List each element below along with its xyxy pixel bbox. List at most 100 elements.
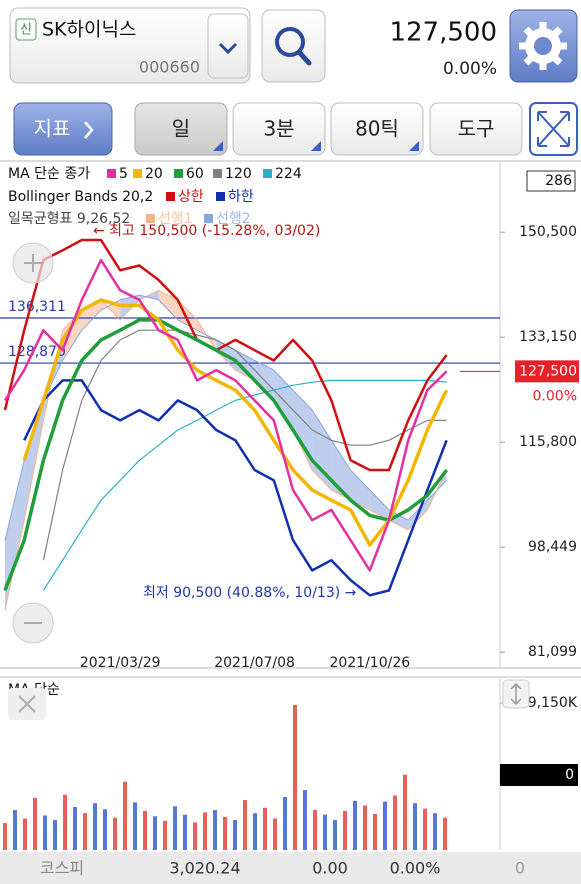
legend-label: 선행1 [158,211,193,227]
series-line [42,329,447,561]
volume-bar [113,817,117,850]
expand-icon [537,111,570,147]
y-tick-label: 115,800 [519,434,577,450]
last-price-label: 127,500 [519,363,577,379]
y-tick-label: 150,500 [519,224,577,240]
legend-swatch [204,214,213,223]
badge: 신 [20,23,32,38]
legend-title: 일목균형표 9,26,52 [8,211,130,227]
volume-bar [343,810,347,850]
ticks-label: 80틱 [355,117,399,141]
volume-bar [273,818,277,850]
y-tick-label: 133,150 [519,329,577,345]
series-line [23,379,448,597]
period-button[interactable] [134,102,228,156]
cloud-segment [5,460,25,611]
search-icon [275,27,305,57]
volume-bar [23,818,27,850]
volume-bar [363,805,367,850]
stock-name: SK하이닉스 [42,19,136,41]
annotation: ← 최고 150,500 (-15.28%, 03/02) [93,223,320,239]
period-corner [213,141,223,151]
x-tick-label: 2021/03/29 [80,655,161,671]
volume-bar [133,802,137,850]
search-icon-handle [296,49,312,66]
volume-bar [203,812,207,850]
last-change-label: 0.00% [533,388,577,404]
legend-label: 상한 [178,189,204,205]
volume-bar [263,807,267,850]
header-price: 127,500 [389,18,497,48]
legend-label: 20 [145,166,163,182]
legend-swatch [174,169,183,178]
count-box [526,170,576,192]
search-button[interactable] [261,9,326,83]
footer-volume: 0 [515,859,525,878]
dropdown-icon [218,42,238,55]
volume-bar [433,813,437,850]
volume-bar [53,820,57,850]
volume-bar [63,794,67,850]
interval-corner [311,141,321,151]
volume-bar [223,816,227,850]
legend-label: 224 [275,166,302,182]
volume-bar [283,797,287,850]
legend-label: 하한 [228,189,254,205]
cloud-segment [81,299,101,331]
ticks-button[interactable] [330,102,424,156]
volume-bar [33,797,37,850]
annotation: 최저 90,500 (40.88%, 10/13) → [143,585,357,601]
price-chart: 81,099 98,449 115,800 133,150 150,500 2021/03… [0,166,579,671]
volume-bar [93,803,97,850]
legend-swatch [263,169,272,178]
volume-bar [353,800,357,850]
zoom-in-icon [24,254,42,272]
volume-bar [313,810,317,850]
footer-rate: 0.00% [390,859,441,878]
volume-bar [83,813,87,850]
header-change: 0.00% [443,59,497,79]
volume-bar [73,807,77,850]
current-volume-label: 0 [565,767,574,783]
legend-swatch [133,169,142,178]
legend-swatch [216,192,225,201]
legend-label: 선행2 [216,211,251,227]
stock-box[interactable] [9,7,251,84]
volume-bar [303,790,307,850]
interval-button[interactable] [232,102,326,156]
footer-bar [0,852,581,884]
volume-bar [243,800,247,850]
volume-bar [333,820,337,850]
y-tick-label: 81,099 [528,644,577,660]
legend-label: 60 [186,166,204,182]
legend-swatch [107,169,116,178]
ticks-corner [409,141,419,151]
volume-bar [403,774,407,850]
legend-label: 5 [119,166,128,182]
dropdown-button[interactable] [207,13,249,79]
stock-code: 000660 [139,58,200,77]
cloud-segment [62,310,82,361]
indicator-button[interactable] [13,102,113,156]
series-line [3,258,448,572]
legend-swatch [146,214,155,223]
cloud-segment [120,295,140,320]
indicator-chevron [84,121,94,139]
last-price-box [515,360,579,383]
cloud-segment [235,350,255,381]
x-tick-label: 2021/07/08 [214,655,295,671]
count-label: 286 [545,173,572,189]
scroll-icon [510,682,522,706]
tools-button[interactable] [429,102,523,156]
tools-label: 도구 [458,117,495,141]
series-line [3,318,448,592]
volume-bar [233,820,237,850]
volume-bar [193,822,197,850]
cloud-segment [369,489,389,521]
volume-bar [153,816,157,850]
period-label: 일 [172,117,190,141]
reference-label: 128,870 [8,344,66,360]
